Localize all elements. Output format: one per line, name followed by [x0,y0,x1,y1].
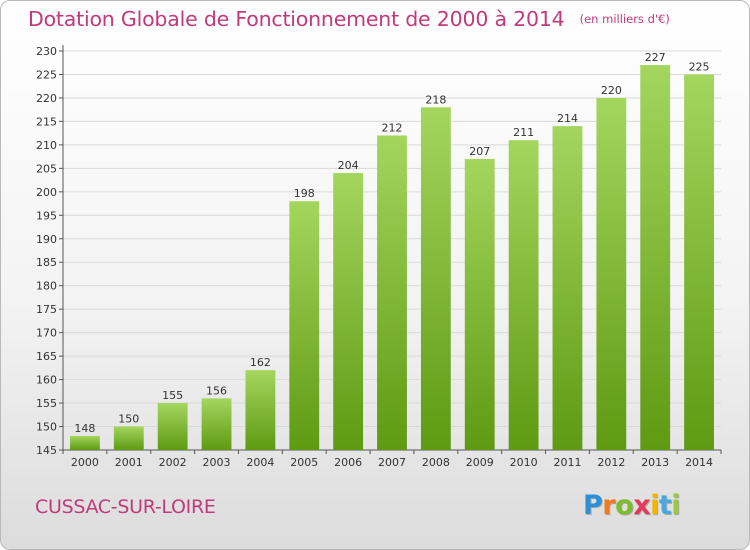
chart-unit: (en milliers d'€) [579,12,670,26]
value-label-2001: 150 [118,413,139,426]
value-label-2009: 207 [469,145,490,158]
value-label-2007: 212 [382,121,403,134]
x-tick-label: 2014 [685,456,713,469]
y-tick-label: 150 [36,421,57,434]
y-tick-label: 165 [36,350,57,363]
y-tick-label: 215 [36,115,57,128]
x-tick-label: 2004 [246,456,274,469]
y-tick-label: 195 [36,209,57,222]
y-tick-label: 175 [36,303,57,316]
bar-2010 [508,140,539,450]
bar-2011 [552,126,583,450]
y-tick-label: 180 [36,280,57,293]
x-tick-label: 2005 [290,456,318,469]
x-tick-label: 2010 [510,456,538,469]
y-tick-label: 190 [36,233,57,246]
bar-2002 [157,403,188,450]
y-tick-label: 200 [36,186,57,199]
value-label-2011: 214 [557,112,578,125]
bar-2000 [70,435,100,450]
value-label-2005: 198 [294,187,315,200]
bar-2008 [420,107,451,451]
town-name: CUSSAC-SUR-LOIRE [35,496,216,518]
bar-2006 [333,173,364,450]
proxiti-logo[interactable]: Proxiti [583,490,681,521]
x-tick-label: 2011 [553,456,581,469]
bar-2004 [245,370,276,450]
x-tick-label: 2007 [378,456,406,469]
y-tick-label: 160 [36,374,57,387]
value-label-2013: 227 [645,51,666,64]
value-label-2003: 156 [206,384,227,397]
bar-2012 [596,97,627,451]
bar-2005 [289,201,320,450]
x-tick-label: 2001 [115,456,143,469]
x-tick-label: 2000 [71,456,99,469]
x-tick-label: 2008 [422,456,450,469]
y-tick-label: 225 [36,68,57,81]
x-tick-label: 2009 [466,456,494,469]
chart-title-row: Dotation Globale de Fonctionnement de 20… [28,7,670,31]
value-label-2008: 218 [425,93,446,106]
x-tick-label: 2006 [334,456,362,469]
y-tick-label: 170 [36,327,57,340]
bar-2014 [684,74,714,451]
chart-title: Dotation Globale de Fonctionnement de 20… [28,7,565,31]
value-label-2000: 148 [74,422,95,435]
value-label-2012: 220 [601,84,622,97]
bar-2013 [640,65,671,451]
value-label-2014: 225 [689,60,710,73]
y-tick-label: 220 [36,92,57,105]
y-tick-label: 185 [36,256,57,269]
y-tick-label: 210 [36,139,57,152]
bar-2001 [113,426,144,450]
y-tick-label: 230 [36,45,57,58]
y-tick-label: 155 [36,397,57,410]
value-label-2004: 162 [250,356,271,369]
y-tick-label: 205 [36,162,57,175]
value-label-2006: 204 [338,159,359,172]
value-label-2002: 155 [162,389,183,402]
y-tick-label: 145 [36,444,57,457]
value-label-2010: 211 [513,126,534,139]
x-tick-label: 2013 [641,456,669,469]
bars [70,65,714,451]
bar-2007 [377,135,407,450]
x-tick-label: 2003 [203,456,231,469]
labels: 145 150 155 160 165 170 175 180 185 190 195 200 205 2… [36,45,713,469]
bar-2003 [201,398,232,450]
x-tick-label: 2002 [159,456,187,469]
x-tick-label: 2012 [597,456,625,469]
bar-2009 [464,158,495,450]
